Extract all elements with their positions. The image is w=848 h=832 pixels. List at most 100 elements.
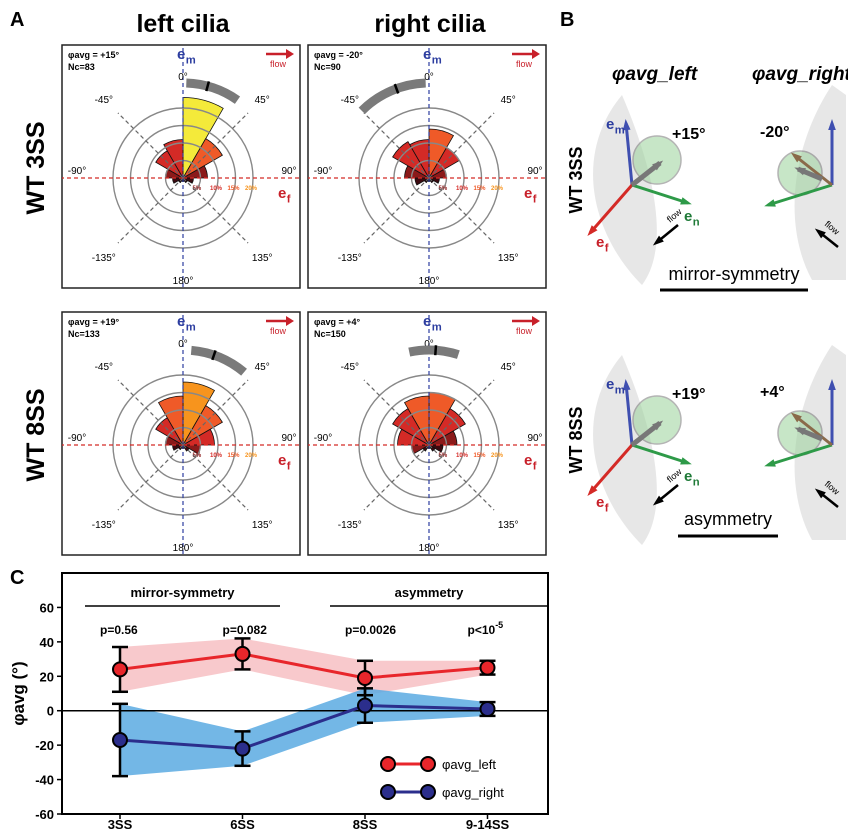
axis-label: f [287, 194, 291, 206]
error-band [365, 661, 488, 695]
mean-label: φavg = +19° [68, 317, 119, 327]
legend-marker [421, 757, 435, 771]
error-band [120, 638, 243, 691]
legend-marker [381, 757, 395, 771]
radial-tick-label: 20% [245, 453, 258, 459]
angle-tick-label: 90° [281, 433, 296, 444]
flow-label: flow [665, 466, 684, 484]
panel-letter: B [560, 9, 574, 31]
vector-arrowhead [764, 199, 776, 206]
x-tick-label: 3SS [108, 817, 133, 832]
data-point [358, 671, 372, 685]
radial-tick-label: 20% [491, 453, 504, 459]
axis-label: f [605, 243, 609, 255]
axis-label: f [533, 461, 537, 473]
radial-tick-label: 20% [491, 186, 504, 192]
angle-tick-label: -90° [314, 433, 332, 444]
angle-tick-label: 135° [498, 520, 519, 531]
axis-label: e [606, 376, 614, 393]
axis-label: f [533, 194, 537, 206]
y-tick-label: -60 [35, 807, 54, 822]
angle-tick-label: -45° [95, 95, 113, 106]
angle-tick-label: 45° [255, 362, 270, 373]
angle-tick-label: 90° [527, 166, 542, 177]
data-point [236, 647, 250, 661]
y-tick-label: 40 [40, 635, 54, 650]
radial-tick-label: 10% [210, 186, 223, 192]
angle-tick-label: -135° [92, 253, 116, 264]
x-tick-label: 9-14SS [466, 817, 510, 832]
radial-tick-label: 10% [456, 186, 469, 192]
legend-label: φavg_left [442, 757, 496, 772]
page: A B C left cilia right cilia WT 3SS WT 8… [0, 0, 848, 832]
group-label: asymmetry [395, 585, 464, 600]
axis-label: e [278, 452, 286, 469]
legend-label: φavg_right [442, 785, 504, 800]
angle-tick-label: -45° [341, 95, 359, 106]
radial-tick-label: 15% [228, 186, 241, 192]
y-tick-label: -40 [35, 773, 54, 788]
angle-tick-label: 0° [424, 72, 434, 83]
axis-label: m [186, 55, 196, 67]
mean-label: φavg = +15° [68, 50, 119, 60]
mean-label: φavg = +4° [314, 317, 360, 327]
radial-tick-label: 15% [228, 453, 241, 459]
p-value-text: p=0.0026 [345, 623, 396, 637]
radial-tick-label: 15% [474, 453, 487, 459]
vector-arrowhead [764, 459, 776, 466]
flow-label: flow [270, 59, 287, 69]
angle-tick-label: -135° [338, 520, 362, 531]
angle-tick-label: 180° [419, 276, 440, 287]
angle-tick-label: 180° [173, 276, 194, 287]
flow-label: flow [665, 206, 684, 224]
axis-label: e [524, 452, 532, 469]
radial-tick-label: 10% [456, 453, 469, 459]
group-label: mirror-symmetry [130, 585, 235, 600]
angle-tick-label: -90° [68, 166, 86, 177]
legend-marker [421, 785, 435, 799]
relation-label: asymmetry [684, 509, 772, 529]
data-point [113, 662, 127, 676]
axis-label: e [684, 208, 692, 225]
angle-label: -20° [760, 124, 790, 141]
axis-label: e [278, 185, 286, 202]
angle-tick-label: 45° [501, 95, 516, 106]
angle-tick-label: 135° [252, 520, 273, 531]
p-value: p<10-5 [468, 620, 504, 637]
y-tick-label: 20 [40, 669, 54, 684]
angle-tick-label: 135° [498, 253, 519, 264]
x-tick-label: 6SS [230, 817, 255, 832]
figure: A B C left cilia right cilia WT 3SS WT 8… [0, 0, 848, 832]
angle-tick-label: 180° [173, 543, 194, 554]
angle-label: +15° [672, 126, 706, 143]
y-tick-label: 60 [40, 600, 54, 615]
angle-tick-label: 45° [501, 362, 516, 373]
data-point [481, 661, 495, 675]
count-label: Nc=150 [314, 329, 346, 339]
axis-label: e [524, 185, 532, 202]
p-value: p=0.0026 [345, 623, 396, 637]
y-tick-label: 0 [47, 704, 54, 719]
angle-tick-label: -90° [314, 166, 332, 177]
axis-label: m [186, 322, 196, 334]
p-value: p=0.56 [100, 623, 138, 637]
legend-marker [381, 785, 395, 799]
data-point [481, 702, 495, 716]
p-value-text: p=0.082 [223, 623, 268, 637]
p-value: p=0.082 [223, 623, 268, 637]
angle-label: +4° [760, 384, 785, 401]
row-title: WT 3SS [22, 121, 50, 214]
axis-label: e [596, 494, 604, 511]
y-axis-label: φavg (°) [9, 661, 28, 725]
panel-letter: C [10, 567, 24, 589]
radial-tick-label: 15% [474, 186, 487, 192]
axis-label: e [177, 313, 185, 330]
column-title: right cilia [374, 10, 486, 38]
angle-tick-label: 180° [419, 543, 440, 554]
column-title: left cilia [136, 10, 230, 38]
vector-arrowhead [680, 197, 692, 204]
axis-label: f [287, 461, 291, 473]
relation-label: mirror-symmetry [669, 264, 800, 284]
vector-arrowhead [680, 457, 692, 464]
axis-label: e [596, 234, 604, 251]
